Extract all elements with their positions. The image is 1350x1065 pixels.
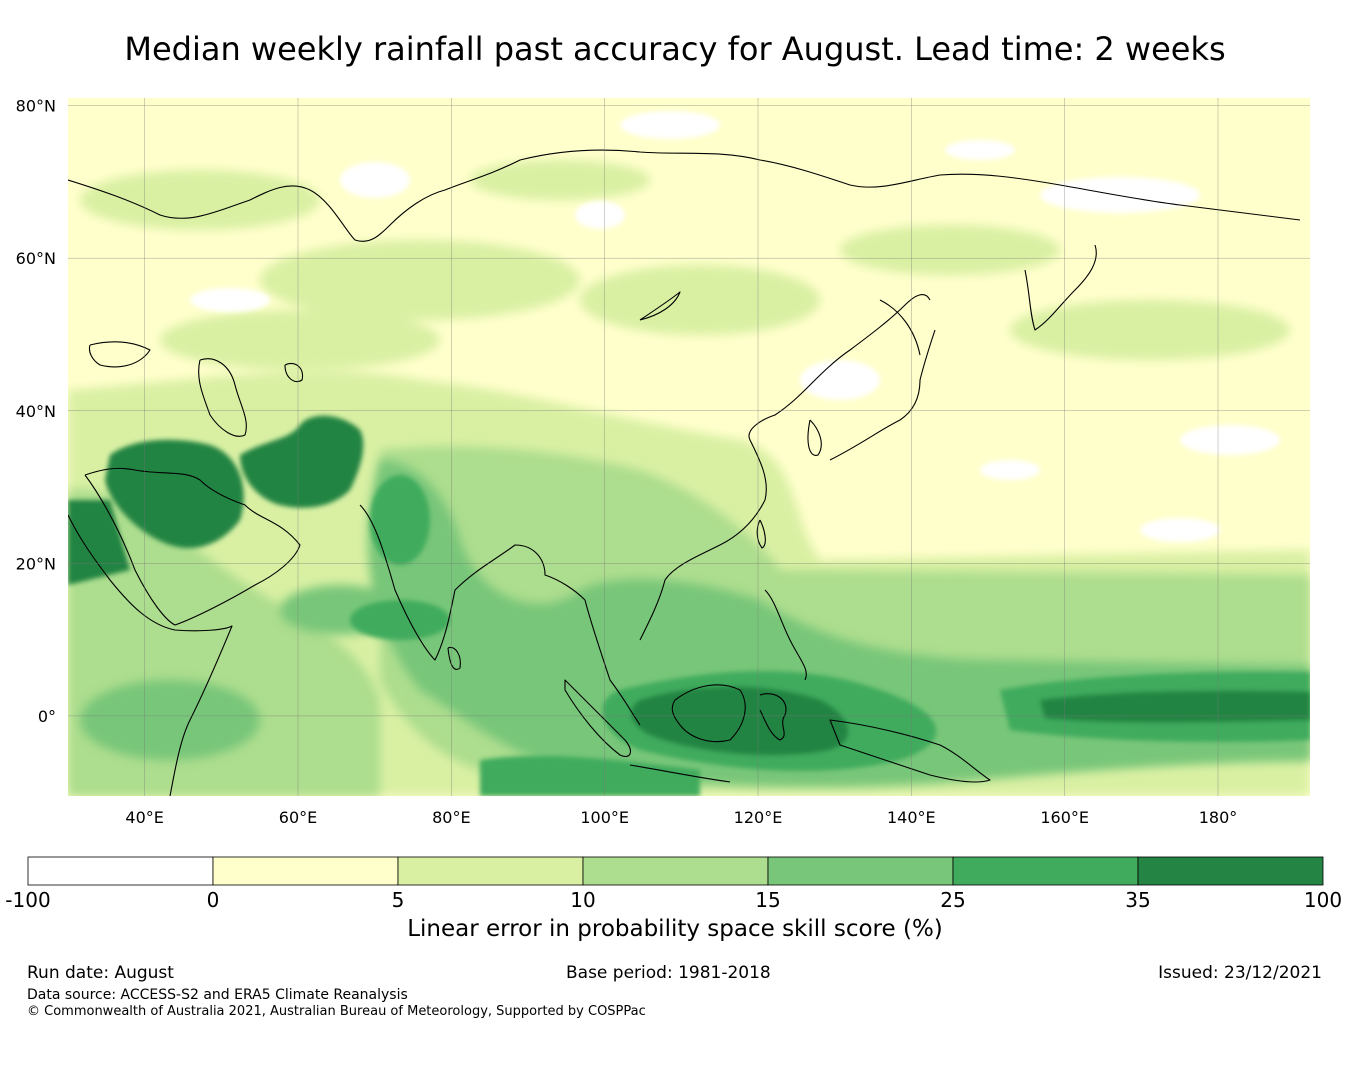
lon-label: 180° xyxy=(1199,808,1238,827)
colorbar-segment xyxy=(1137,856,1324,886)
coast-arabia xyxy=(84,467,301,626)
skill-field xyxy=(68,98,1310,796)
coast-lake-baikal xyxy=(639,291,681,321)
coast-taiwan xyxy=(756,519,766,549)
coast-japan xyxy=(829,329,936,461)
lon-label: 120°E xyxy=(734,808,783,827)
colorbar-tick-label: 10 xyxy=(570,888,595,912)
lon-label: 80°E xyxy=(432,808,470,827)
colorbar: -100 0 5 10 15 25 35 100 xyxy=(5,856,1342,912)
coast-sulawesi xyxy=(759,693,787,741)
coast-caspian xyxy=(198,358,247,437)
coast-korea xyxy=(807,419,822,456)
colorbar-segment xyxy=(582,856,769,886)
colorbar-segment xyxy=(212,856,399,886)
coast-sumatra xyxy=(564,679,631,758)
lat-label: 40°N xyxy=(16,402,56,421)
colorbar-segment xyxy=(27,856,214,886)
coast-newguinea xyxy=(829,719,991,783)
colorbar-tick-label: 100 xyxy=(1304,888,1342,912)
longitude-labels: 40°E 60°E 80°E 100°E 120°E 140°E 160°E 180° xyxy=(125,808,1237,827)
field-band-negative xyxy=(190,111,1280,698)
colorbar-tick-label: 35 xyxy=(1125,888,1150,912)
colorbar-segment xyxy=(397,856,584,886)
lat-label: 20°N xyxy=(16,554,56,573)
coast-africa-east xyxy=(68,514,233,796)
field-band-35-100 xyxy=(68,415,1310,755)
colorbar-segment xyxy=(767,856,954,886)
graticule xyxy=(68,98,1310,796)
data-source: Data source: ACCESS-S2 and ERA5 Climate … xyxy=(27,987,408,1003)
issued-date: Issued: 23/12/2021 xyxy=(1158,963,1322,983)
colorbar-tick-label: 5 xyxy=(392,888,405,912)
coast-aral xyxy=(284,362,304,383)
coast-india xyxy=(359,504,586,661)
lon-label: 140°E xyxy=(887,808,936,827)
base-period: Base period: 1981-2018 xyxy=(566,963,771,983)
coast-indochina xyxy=(584,499,766,726)
coast-sea-of-japan xyxy=(879,299,921,356)
coastlines xyxy=(68,149,1301,796)
coast-borneo xyxy=(671,684,746,743)
coast-srilanka xyxy=(447,646,461,670)
coast-okhotsk xyxy=(1024,244,1097,331)
colorbar-tick-label: 0 xyxy=(207,888,220,912)
run-date: Run date: August xyxy=(27,963,174,983)
lat-label: 60°N xyxy=(16,249,56,268)
lon-label: 160°E xyxy=(1040,808,1089,827)
lon-label: 40°E xyxy=(125,808,163,827)
colorbar-tick-label: -100 xyxy=(5,888,50,912)
lat-label: 80°N xyxy=(16,97,56,116)
lat-label: 0° xyxy=(38,707,56,726)
map-title: Median weekly rainfall past accuracy for… xyxy=(124,30,1226,68)
lon-label: 60°E xyxy=(279,808,317,827)
coast-philippines xyxy=(764,589,807,681)
latitude-labels: 80°N 60°N 40°N 20°N 0° xyxy=(16,97,56,726)
coast-china-east xyxy=(748,294,931,501)
coast-black-sea xyxy=(88,341,151,368)
colorbar-tick-label: 15 xyxy=(755,888,780,912)
lon-label: 100°E xyxy=(580,808,629,827)
coast-java xyxy=(629,764,731,783)
colorbar-title: Linear error in probability space skill … xyxy=(407,916,943,942)
colorbar-tick-label: 25 xyxy=(940,888,965,912)
copyright: © Commonwealth of Australia 2021, Austra… xyxy=(27,1004,646,1019)
coast-arctic xyxy=(68,149,1301,242)
colorbar-segment xyxy=(952,856,1139,886)
